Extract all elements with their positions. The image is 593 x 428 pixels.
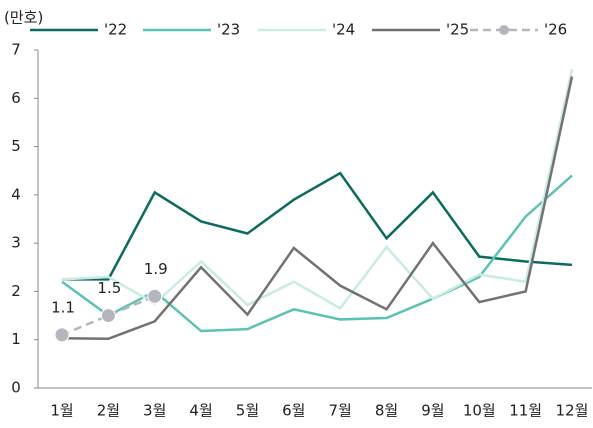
x-tick-label: 8월 — [375, 402, 398, 420]
legend-label: '25 — [446, 21, 469, 39]
point — [147, 288, 163, 304]
legend-marker — [499, 25, 509, 35]
series-line — [61, 174, 573, 333]
point — [54, 327, 70, 343]
x-tick-label: 9월 — [421, 402, 444, 420]
x-tick-label: 11월 — [509, 402, 542, 420]
x-tick-label: 7월 — [329, 402, 352, 420]
y-tick-label: 4 — [11, 185, 21, 203]
y-tick-label: 3 — [11, 234, 21, 252]
y-tick-label: 2 — [11, 282, 21, 300]
legend-label: '24 — [332, 21, 355, 39]
x-tick-label: 5월 — [236, 402, 259, 420]
y-tick-label: 7 — [11, 41, 21, 59]
x-tick-label: 3월 — [143, 402, 166, 420]
legend-label: '22 — [104, 21, 127, 39]
y-axis-unit: (만호) — [4, 9, 43, 27]
x-tick-label: 12월 — [556, 402, 589, 420]
data-label: 1.1 — [51, 298, 75, 316]
y-tick-label: 1 — [11, 330, 21, 348]
point — [100, 308, 116, 324]
legend-label: '23 — [217, 21, 240, 39]
data-label: 1.5 — [97, 279, 121, 297]
x-tick-label: 6월 — [282, 402, 305, 420]
data-label: 1.9 — [144, 260, 168, 278]
x-tick-label: 1월 — [50, 402, 73, 420]
series-line — [61, 295, 156, 337]
x-tick-label: 4월 — [189, 402, 212, 420]
series-line — [61, 76, 574, 341]
x-tick-label: 10월 — [463, 402, 496, 420]
y-tick-label: 6 — [11, 89, 21, 107]
y-tick-label: 5 — [11, 137, 21, 155]
x-tick-label: 2월 — [97, 402, 120, 420]
series-line — [62, 171, 573, 281]
legend-label: '26 — [544, 21, 567, 39]
y-tick-label: 0 — [11, 379, 21, 397]
series-line — [61, 69, 574, 310]
